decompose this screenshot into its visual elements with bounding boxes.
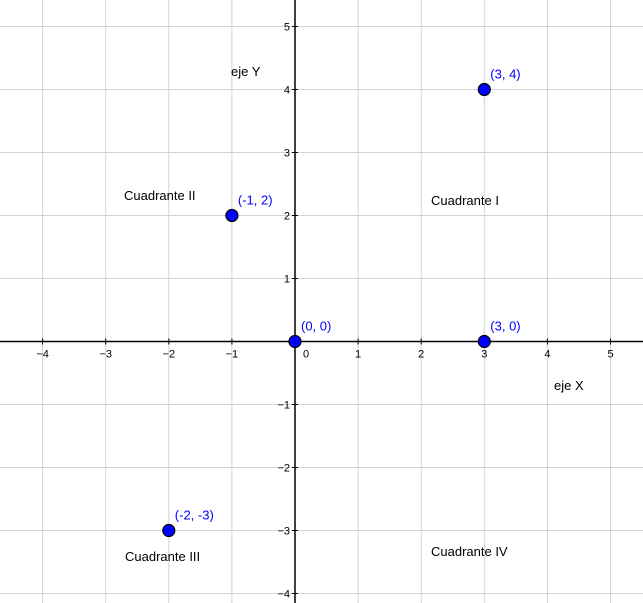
data-point[interactable] (288, 334, 302, 349)
data-point-label: (-2, -3) (175, 508, 214, 523)
y-tick-label: 1 (284, 274, 290, 286)
y-tick-label: 5 (284, 22, 290, 34)
x-tick-label: −4 (36, 349, 49, 361)
y-tick-label: 2 (284, 211, 290, 223)
quadrant-iv-label: Cuadrante IV (431, 544, 508, 559)
x-tick-label: 5 (607, 349, 613, 361)
data-point-label: (0, 0) (301, 319, 331, 334)
tick-labels: −4 −3 −2 −1 1 2 3 4 5 5 4 3 2 1 −1 −2 −3 −4 0 (36, 22, 613, 601)
y-tick-label: −1 (277, 400, 290, 412)
x-axis-label: eje X (554, 378, 584, 393)
y-tick-label: 3 (284, 148, 290, 160)
x-tick-label: 2 (418, 349, 424, 361)
origin-tick-label: 0 (303, 349, 309, 361)
data-point-label: (-1, 2) (238, 193, 273, 208)
data-point[interactable] (477, 334, 491, 349)
quadrant-ii-label: Cuadrante II (124, 188, 196, 203)
annotations: eje X eje Y Cuadrante I Cuadrante II Cua… (124, 64, 584, 564)
y-tick-label: −4 (277, 589, 290, 601)
data-points: (3, 4) (-1, 2) (0, 0) (3, 0) (-2, -3) (162, 67, 521, 538)
data-point[interactable] (162, 523, 176, 538)
x-tick-label: 3 (481, 349, 487, 361)
quadrant-i-label: Cuadrante I (431, 193, 499, 208)
x-tick-label: −1 (226, 349, 239, 361)
data-point[interactable] (225, 208, 239, 223)
x-tick-label: −3 (99, 349, 112, 361)
data-point[interactable] (477, 82, 491, 97)
x-tick-label: 1 (355, 349, 361, 361)
y-tick-label: −3 (277, 526, 290, 538)
data-point-label: (3, 0) (490, 319, 520, 334)
quadrant-iii-label: Cuadrante III (125, 549, 200, 564)
y-axis-label: eje Y (231, 64, 261, 79)
x-tick-label: 4 (544, 349, 550, 361)
data-point-label: (3, 4) (490, 67, 520, 82)
y-tick-label: 4 (284, 85, 290, 97)
x-tick-label: −2 (163, 349, 176, 361)
y-tick-label: −2 (277, 463, 290, 475)
